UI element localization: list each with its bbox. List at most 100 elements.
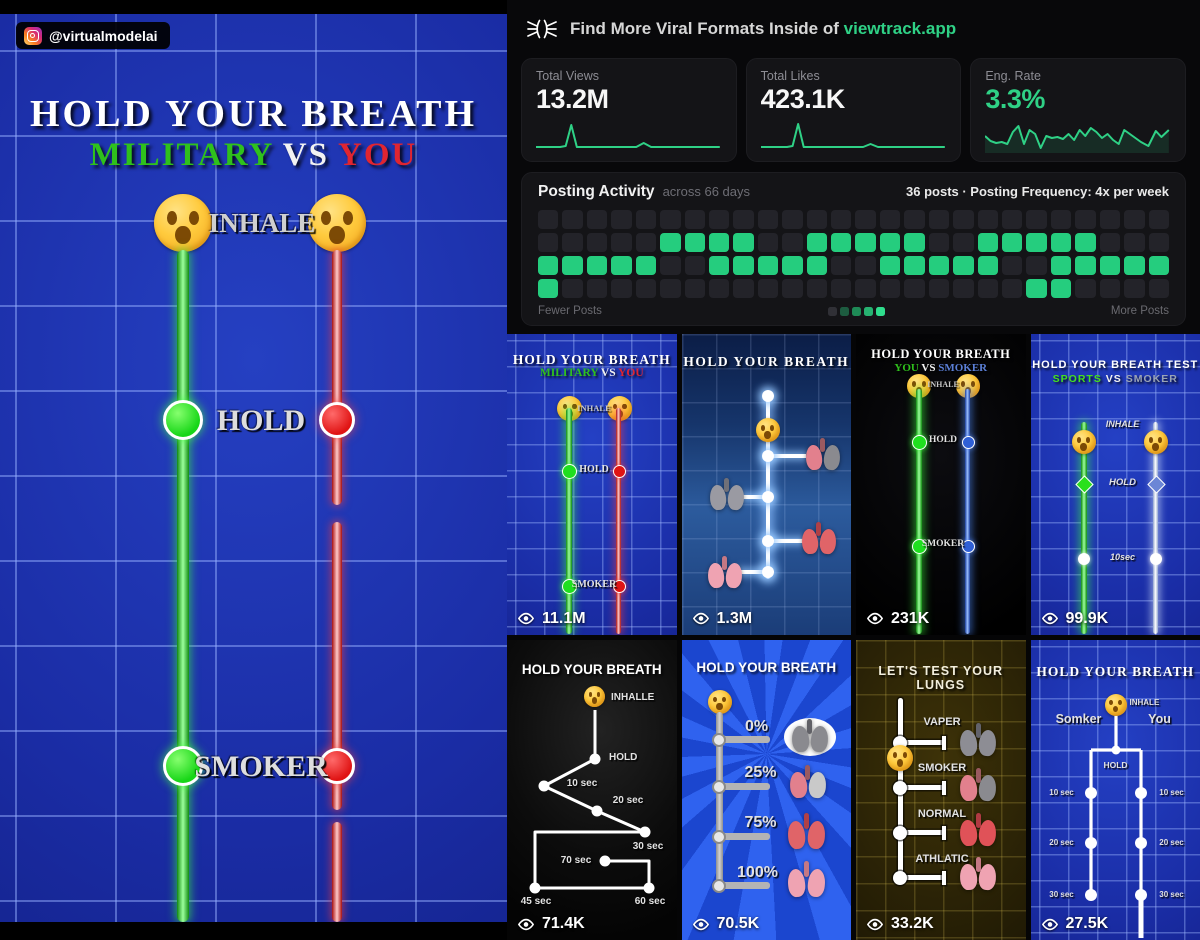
heatmap-cell <box>1099 210 1121 229</box>
heatmap-cell <box>586 233 608 252</box>
video-subtitle: MILITARY VS YOU <box>0 137 507 174</box>
instagram-handle: @virtualmodelai <box>49 27 158 44</box>
legend-swatch <box>839 306 849 316</box>
posting-activity-card: Posting Activity across 66 days 36 posts… <box>521 172 1186 326</box>
view-count-value: 71.4K <box>542 915 585 932</box>
heatmap-cell <box>611 210 632 229</box>
stat-card-total-views: Total Views 13.2M <box>521 58 737 162</box>
heatmap-cell <box>684 279 705 298</box>
ten-sec-dot <box>1149 553 1162 565</box>
heatmap-cell <box>831 279 852 298</box>
smoker-dot <box>613 580 626 593</box>
instagram-handle-badge[interactable]: @virtualmodelai <box>16 22 170 49</box>
node <box>893 825 907 840</box>
hold-label: HOLD <box>216 404 306 437</box>
path-node <box>761 566 774 578</box>
post-thumbnail-7[interactable]: LET'S TEST YOUR LUNGS VAPER SMOKER NORMA… <box>856 639 1026 940</box>
heatmap-cell <box>977 210 999 229</box>
post-thumbnail-2[interactable]: HOLD YOUR BREATH 1.3M <box>681 334 851 635</box>
heatmap-cell <box>1002 256 1023 275</box>
node <box>893 870 907 885</box>
heatmap-cell <box>928 256 950 275</box>
sec60-label: 60 sec <box>634 895 666 907</box>
hold-label: HOLD <box>579 464 609 475</box>
stat-card-eng-rate: Eng. Rate 3.3% <box>970 58 1186 162</box>
view-count: 1.3M <box>692 609 753 628</box>
post-thumbnail-5[interactable]: HOLD YOUR BREATH INHALLE HOLD 10 sec 20 … <box>507 639 677 940</box>
astonished-emoji <box>154 194 212 252</box>
heatmap-cell <box>611 233 632 252</box>
subtitle-vs: VS <box>282 137 329 173</box>
eye-icon <box>692 918 709 930</box>
heatmap-cell <box>1026 279 1047 298</box>
military-line <box>177 250 189 922</box>
heatmap-cell <box>782 210 803 229</box>
heatmap-cell <box>831 256 852 275</box>
path-node <box>761 535 774 547</box>
subtitle-right: YOU <box>338 137 418 173</box>
smoker-label: SMOKER <box>917 761 967 774</box>
header-prefix: Find More Viral Formats Inside of <box>570 19 839 38</box>
hold-label: HOLD <box>929 435 957 445</box>
branch-cap <box>942 780 946 795</box>
heatmap-cell <box>855 279 876 298</box>
heatmap-cell <box>611 256 632 275</box>
view-count-value: 1.3M <box>716 609 753 627</box>
breath-path <box>529 709 655 893</box>
sec10-left: 10 sec <box>1049 787 1074 797</box>
legend-swatch <box>863 306 873 316</box>
post-thumbnail-3[interactable]: HOLD YOUR BREATH YOU VS SMOKER INHALE HO… <box>856 334 1026 635</box>
heatmap-cell <box>879 210 901 229</box>
heatmap-cell <box>904 233 925 252</box>
heatmap-cell <box>953 233 974 252</box>
thumb-subtitle: YOU VS SMOKER <box>856 362 1026 374</box>
heatmap-cell <box>879 233 901 252</box>
post-thumbnail-8[interactable]: HOLD YOUR BREATH INHALE Somker You HOLD … <box>1030 639 1200 940</box>
heatmap-cell <box>953 210 974 229</box>
eye-icon <box>1041 918 1058 930</box>
subtitle-left: MILITARY <box>89 137 274 173</box>
featured-video-preview[interactable]: @virtualmodelai HOLD YOUR BREATH MILITAR… <box>0 0 507 940</box>
post-thumbnail-1[interactable]: HOLD YOUR BREATH MILITARY VS YOU INHALE … <box>507 334 677 635</box>
smoker-label: SMOKER <box>921 539 965 549</box>
heatmap-cell <box>538 256 559 275</box>
heatmap-cell <box>855 233 876 252</box>
heatmap-cell <box>1099 233 1121 252</box>
heatmap-cell <box>684 210 705 229</box>
viewtrack-link[interactable]: viewtrack.app <box>843 19 957 38</box>
branch <box>901 739 944 745</box>
thumb-title: HOLD YOUR BREATH <box>683 354 850 369</box>
panel-header: Find More Viral Formats Inside of viewtr… <box>507 0 1200 58</box>
lungs-pink-gray <box>804 437 841 471</box>
post-thumbnail-6[interactable]: HOLD YOUR BREATH 0% 25% 75% 100% <box>681 639 851 940</box>
heatmap-cell <box>806 210 828 229</box>
lungs-pink <box>788 765 827 800</box>
post-thumbnail-4[interactable]: HOLD YOUR BREATH TEST SPORTS VS SMOKER I… <box>1030 334 1200 635</box>
ten-sec-label: 10sec <box>1109 552 1136 562</box>
lungs-pink-gray <box>958 768 998 803</box>
smoker-marker-green <box>163 746 203 786</box>
heatmap-cell <box>977 279 999 298</box>
heatmap-cell <box>879 256 901 275</box>
heatmap-cell <box>635 279 657 298</box>
heatmap-cell <box>1075 256 1096 275</box>
astonished-emoji <box>584 685 605 707</box>
stat-value: 423.1K <box>760 84 846 114</box>
lungs-gray <box>708 477 745 511</box>
heatmap-cell <box>708 279 730 298</box>
branch <box>719 881 770 889</box>
hold-dot <box>912 435 927 450</box>
view-count-value: 27.5K <box>1065 915 1109 932</box>
heatmap-cell <box>635 256 657 275</box>
pct100-label: 100% <box>737 863 778 881</box>
lungs-happy <box>958 857 998 892</box>
hold-dot <box>962 436 975 449</box>
post-thumbnails-grid: HOLD YOUR BREATH MILITARY VS YOU INHALE … <box>507 334 1200 940</box>
view-count: 99.9K <box>1041 610 1108 628</box>
node <box>711 732 726 747</box>
heatmap-cell <box>660 279 681 298</box>
athlatic-label: ATHLATIC <box>915 852 969 865</box>
heatmap-cell <box>782 233 803 252</box>
heatmap-cell <box>1148 279 1169 298</box>
fewer-posts-label: Fewer Posts <box>538 305 602 317</box>
